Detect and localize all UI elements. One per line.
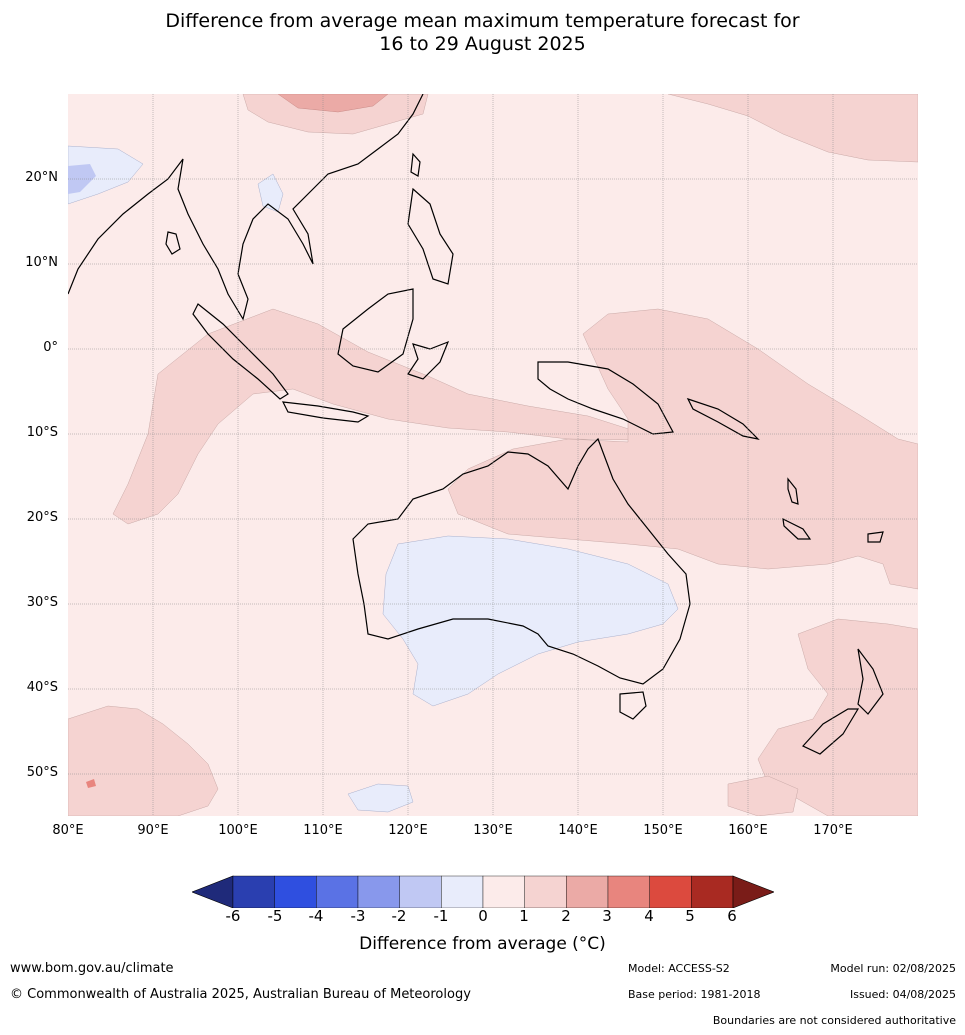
colorbar-tick: 5 [685,907,695,925]
solomon-islands-coast [686,397,760,440]
issued-date: Issued: 04/08/2025 [849,988,956,1001]
colorbar-cell [566,875,609,908]
philippines-coast [407,187,454,285]
title-line-2: 16 to 29 August 2025 [379,33,586,55]
colorbar-cell [232,875,275,908]
base-period: Base period: 1981-2018 [628,988,761,1001]
colorbar-label: Difference from average (°C) [359,934,606,954]
lon-label-170e: 170°E [813,823,853,838]
colorbar-cells [192,875,774,908]
colorbar-tick: -2 [391,907,407,925]
lat-label-20s: 20°S [26,510,58,525]
colorbar-cell [399,875,442,908]
boundary-disclaimer: Boundaries are not considered authoritat… [712,1014,956,1027]
copyright-text: © Commonwealth of Australia 2025, Austra… [10,987,471,1002]
colorbar-cell [524,875,567,908]
australia-coast [352,437,691,685]
region-bay-of-bengal [68,145,144,205]
new-guinea-coast [537,361,674,435]
region-laos [257,173,284,213]
colorbar-cell [691,875,734,908]
colorbar-tick: 2 [561,907,571,925]
region-australia-interior [382,535,679,707]
asia-mainland-coast [68,94,424,321]
colorbar-tick: -1 [433,907,449,925]
new-zealand-north [857,648,884,715]
colorbar-cell [357,875,400,908]
colorbar-tick: 0 [478,907,488,925]
region-southern-ocean-patch [347,783,414,813]
region-southwest-indian [68,705,219,816]
lat-label-50s: 50°S [26,765,58,780]
lon-label-80e: 80°E [52,823,84,838]
new-zealand-south [802,708,860,755]
tasmania-coast [619,691,647,720]
cool-anomaly-regions [68,145,679,813]
lon-label-150e: 150°E [643,823,683,838]
colorbar-cell [316,875,359,908]
region-small-southern-patch [727,775,799,816]
lon-label-110e: 110°E [303,823,343,838]
colorbar-tick: 3 [602,907,612,925]
colorbar-tick: -3 [350,907,366,925]
model-run-date: Model run: 02/08/2025 [830,962,956,975]
map-canvas [68,94,918,816]
colorbar-cell [482,875,525,908]
sri-lanka-coast [165,231,181,255]
region-warm-china [277,94,389,113]
fiji-coast [867,531,884,543]
colorbar-cell [649,875,692,908]
lon-label-140e: 140°E [558,823,598,838]
java-coast [281,401,370,423]
lon-label-120e: 120°E [388,823,428,838]
colorbar-tick: -6 [225,907,241,925]
colorbar-tick: 4 [644,907,654,925]
colorbar-tick: 1 [519,907,529,925]
lon-label-90e: 90°E [137,823,169,838]
sulawesi-coast [407,340,450,380]
colorbar-extend-low [192,875,234,908]
website-link[interactable]: www.bom.gov.au/climate [10,961,174,976]
colorbar-tick: 6 [727,907,737,925]
new-caledonia-coast [782,517,812,540]
colorbar-cell [607,875,650,908]
taiwan-coast [410,152,421,177]
colorbar-extend-high [732,875,774,908]
lat-label-0: 0° [43,340,58,355]
chart-title: Difference from average mean maximum tem… [0,10,965,56]
lon-label-160e: 160°E [728,823,768,838]
lat-label-40s: 40°S [26,680,58,695]
graticule [68,94,918,816]
lat-label-10s: 10°S [26,425,58,440]
model-name: Model: ACCESS-S2 [628,962,730,975]
colorbar-tick: -4 [308,907,324,925]
region-south-china [242,94,429,135]
colorbar-tick: -5 [267,907,283,925]
sumatra-coast [192,303,289,400]
forecast-map [68,94,918,816]
region-small-warm-spot [86,779,96,788]
lon-label-100e: 100°E [218,823,258,838]
lon-label-130e: 130°E [473,823,513,838]
colorbar [192,875,774,908]
vanuatu-coast [787,477,799,505]
lat-label-30s: 30°S [26,595,58,610]
lat-label-20n: 20°N [25,170,58,185]
lat-label-10n: 10°N [25,255,58,270]
title-line-1: Difference from average mean maximum tem… [165,10,800,32]
region-north-pacific [667,94,918,163]
colorbar-cell [274,875,317,908]
colorbar-cell [441,875,484,908]
